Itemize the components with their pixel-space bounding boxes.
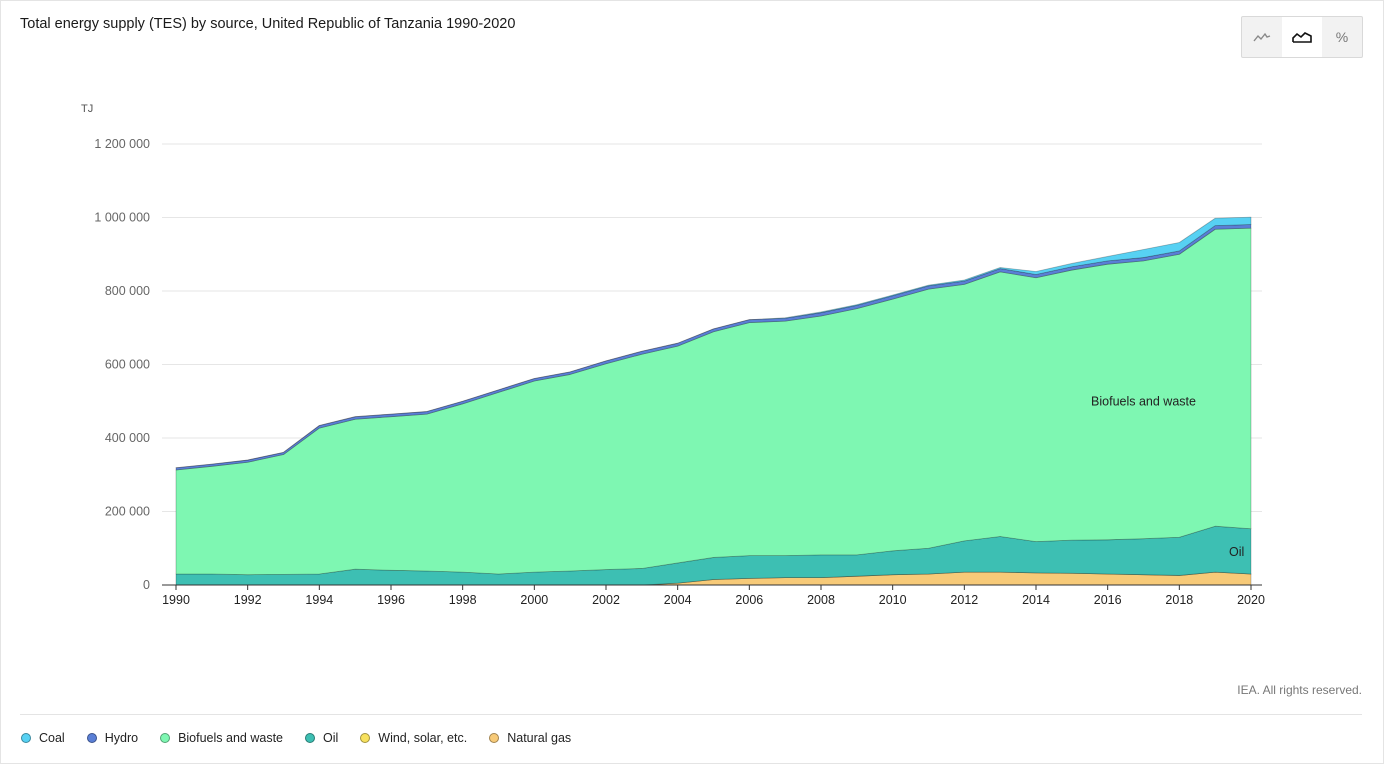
legend-swatch-biofuels [160,733,171,743]
y-tick-label: 800 000 [105,284,150,298]
legend-swatch-hydro [86,733,97,743]
y-tick-label: 600 000 [105,358,150,372]
x-tick-label: 2016 [1094,593,1122,607]
legend-swatch-coal [21,733,31,743]
y-axis-unit: TJ [81,103,94,115]
axes: 0 200 000 400 000 600 000 800 000 1 000 000 1 … [94,137,1265,607]
line-chart-icon [1253,32,1271,42]
legend-swatch-natural-gas [489,733,500,743]
stacked-areas [175,216,1252,586]
area-coal[interactable] [175,216,1252,469]
legend-label-natural-gas: Natural gas [507,731,572,745]
legend-item-hydro[interactable]: Hydro [86,731,139,745]
x-tick-label: 1992 [234,593,262,607]
legend-label-wind-solar: Wind, solar, etc. [378,731,468,745]
legend-item-wind-solar[interactable]: Wind, solar, etc. [360,731,467,745]
area-hydro[interactable] [175,224,1252,471]
x-tick-label: 2006 [735,593,763,607]
x-tick-label: 1996 [377,593,405,607]
legend-label-hydro: Hydro [104,731,139,745]
percent-icon: % [1335,29,1349,45]
area-chart: 0 200 000 400 000 600 000 800 000 1 000 000 1 … [94,137,1265,607]
legend-divider [20,714,1362,715]
x-tick-label: 2004 [664,593,692,607]
legend-swatch-oil [305,733,315,743]
legend-item-coal[interactable]: Coal [21,731,65,745]
legend-label-biofuels: Biofuels and waste [178,731,283,745]
x-tick-label: 2020 [1237,593,1265,607]
percent-view-button[interactable]: % [1322,17,1362,57]
line-view-button[interactable] [1242,17,1282,57]
area-chart-icon [1292,32,1312,43]
area-annotation: Biofuels and waste [1091,394,1196,408]
x-tick-label: 2000 [520,593,548,607]
area-labels: Biofuels and waste Oil [1091,394,1244,559]
x-tick-label: 1998 [449,593,477,607]
chart-view-toggle: % [1241,16,1363,58]
y-tick-label: 0 [143,578,150,592]
credit-text: IEA. All rights reserved. [1237,683,1362,697]
x-tick-label: 2002 [592,593,620,607]
x-tick-label: 2012 [950,593,978,607]
y-tick-label: 200 000 [105,505,150,519]
legend-label-oil: Oil [323,731,339,745]
legend-swatch-wind-solar [360,733,371,743]
legend-item-natural-gas[interactable]: Natural gas [489,731,571,745]
legend-item-biofuels[interactable]: Biofuels and waste [160,731,283,745]
area-biofuels[interactable] [175,227,1252,576]
x-tick-label: 1994 [305,593,333,607]
legend-item-oil[interactable]: Oil [305,731,338,745]
y-tick-label: 400 000 [105,431,150,445]
legend: Coal Hydro Biofuels and waste Oil Wind, … [21,731,593,745]
x-tick-label: 2010 [879,593,907,607]
x-tick-label: 2008 [807,593,835,607]
legend-label-coal: Coal [39,731,65,745]
y-tick-label: 1 200 000 [94,137,150,151]
x-tick-label: 2018 [1165,593,1193,607]
chart-title: Total energy supply (TES) by source, Uni… [20,16,516,32]
area-view-button[interactable] [1282,17,1322,57]
x-tick-label: 2014 [1022,593,1050,607]
x-tick-label: 1990 [162,593,190,607]
y-tick-label: 1 000 000 [94,211,150,225]
area-annotation: Oil [1229,545,1244,559]
